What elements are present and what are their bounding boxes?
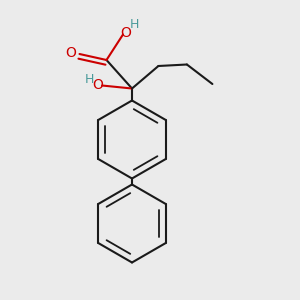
Text: O: O	[93, 78, 104, 92]
Text: O: O	[120, 26, 131, 40]
Text: H: H	[85, 73, 94, 86]
Text: O: O	[66, 46, 76, 60]
Text: H: H	[129, 18, 139, 31]
